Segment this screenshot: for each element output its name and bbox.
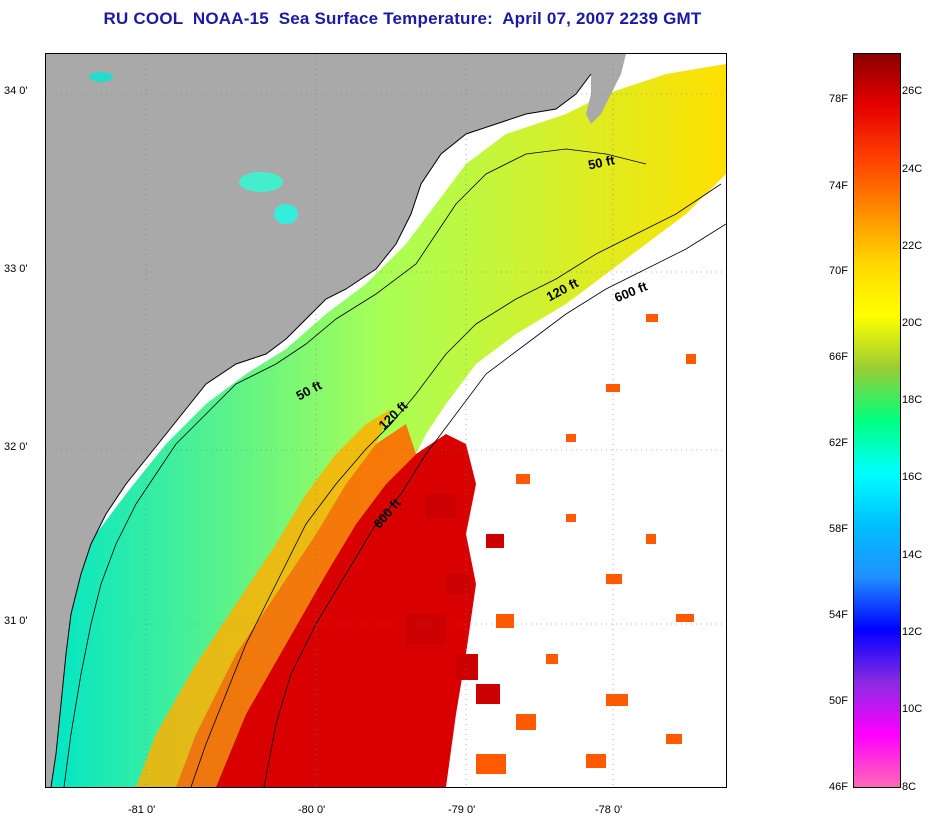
sst-shelf-water — [46, 64, 726, 787]
contour-50ft-line — [63, 148, 647, 787]
contour-label-50ft-north: 50 ft — [587, 152, 617, 172]
longitude-label-79: -79 0' — [448, 804, 476, 816]
colorbar-f-label-66: 66F — [829, 351, 848, 363]
colorbar-gradient — [854, 54, 900, 787]
sst-map: 50 ft 120 ft 600 ft 50 ft 120 ft 600 ft — [45, 53, 727, 788]
temperature-colorbar — [853, 53, 901, 788]
latitude-label-34: 34 0' — [4, 85, 28, 97]
gulf-stream-warm-core — [216, 434, 476, 787]
colorbar-c-label-18: 18C — [902, 394, 923, 406]
colorbar-f-label-54: 54F — [829, 609, 848, 621]
contour-120ft-line — [190, 183, 722, 787]
colorbar-c-label-16: 16C — [902, 471, 923, 483]
colorbar-f-label-58: 58F — [829, 523, 848, 535]
colorbar-c-label-12: 12C — [902, 626, 923, 638]
colorbar-f-label-46: 46F — [829, 781, 848, 793]
graticule — [46, 54, 726, 787]
colorbar-c-label-20: 20C — [902, 317, 923, 329]
colorbar-c-label-14: 14C — [902, 549, 923, 561]
offshore-sst-patches — [476, 314, 696, 774]
colorbar-c-label-22: 22C — [902, 240, 923, 252]
contour-600ft-line — [263, 223, 726, 787]
latitude-label-33: 33 0' — [4, 263, 28, 275]
sst-map-canvas: 50 ft 120 ft 600 ft 50 ft 120 ft 600 ft — [46, 54, 726, 787]
inland-water-bodies — [89, 72, 298, 224]
offshore-red-patches — [406, 494, 504, 704]
colorbar-f-label-62: 62F — [829, 437, 848, 449]
coastline — [50, 73, 592, 787]
latitude-label-31: 31 0' — [4, 615, 28, 627]
gulf-stream-transition — [136, 409, 391, 787]
colorbar-c-label-8: 8C — [902, 781, 917, 793]
longitude-label-78: -78 0' — [595, 804, 623, 816]
map-title: RU COOL NOAA-15 Sea Surface Temperature:… — [103, 9, 702, 28]
longitude-label-80: -80 0' — [298, 804, 326, 816]
land-mass — [46, 54, 591, 787]
colorbar-c-label-24: 24C — [902, 163, 923, 175]
longitude-label-81: -81 0' — [128, 804, 156, 816]
colorbar-f-label-74: 74F — [829, 180, 848, 192]
colorbar-f-label-70: 70F — [829, 265, 848, 277]
colorbar-c-label-26: 26C — [902, 85, 923, 97]
colorbar-f-label-50: 50F — [829, 695, 848, 707]
land-north-cape — [586, 54, 626, 124]
gulf-stream-mid-band — [176, 424, 416, 787]
colorbar-f-label-78: 78F — [829, 93, 848, 105]
colorbar-c-label-10: 10C — [902, 703, 923, 715]
latitude-label-32: 32 0' — [4, 441, 28, 453]
